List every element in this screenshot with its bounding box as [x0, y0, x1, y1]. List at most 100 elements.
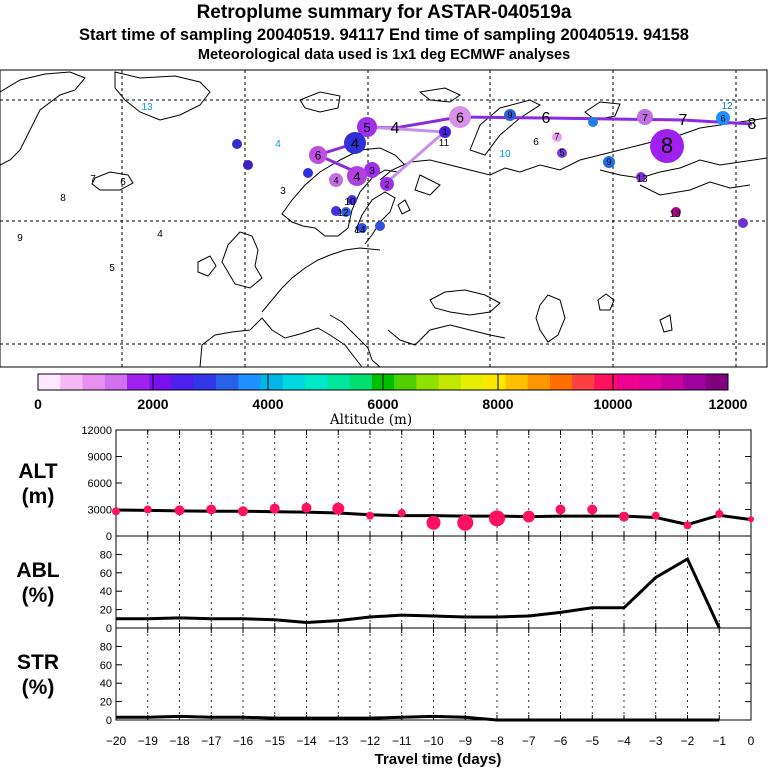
- altitude-marker: [715, 509, 724, 518]
- cluster-circle: [650, 129, 684, 163]
- colorbar-swatch: [438, 374, 462, 390]
- colorbar-swatch: [505, 374, 529, 390]
- meteo-source: Meteorological data used is 1x1 deg ECMW…: [197, 47, 571, 63]
- age-label: 13: [669, 209, 681, 220]
- y-tick-label: 12000: [81, 425, 112, 437]
- age-label: 3: [280, 186, 286, 197]
- colorbar-swatch: [327, 374, 351, 390]
- cluster-circle: [716, 111, 730, 125]
- x-tick-label: −6: [554, 734, 568, 748]
- colorbar-swatch: [127, 374, 150, 390]
- age-label: 5: [109, 263, 115, 274]
- altitude-marker: [174, 505, 185, 516]
- altitude-marker: [143, 505, 152, 514]
- cluster-circle: [329, 173, 343, 187]
- y-tick-label: 3000: [88, 505, 112, 517]
- series-line-STR: [116, 714, 720, 722]
- age-label: 9: [17, 233, 23, 244]
- cluster-dot: [738, 218, 748, 228]
- chart-title: Retroplume summary for ASTAR-040519a: [196, 2, 572, 23]
- colorbar-swatch: [394, 374, 417, 390]
- altitude-marker: [489, 510, 505, 527]
- altitude-marker: [748, 516, 754, 523]
- cluster-dot: [331, 206, 341, 216]
- series-line-ABL: [116, 556, 721, 629]
- x-tick-label: −10: [423, 734, 444, 748]
- x-tick-label: −7: [522, 734, 536, 748]
- chart-ABL: 0 20 40 60 80 ABL(%): [16, 535, 752, 635]
- colorbar-swatch: [705, 374, 729, 390]
- colorbar-tick-label: 8000: [482, 396, 513, 412]
- cluster-label: 4: [333, 176, 338, 186]
- y-tick-label: 60: [100, 568, 112, 580]
- x-tick-label: −16: [233, 734, 254, 748]
- y-tick-label: 80: [100, 641, 112, 653]
- colorbar-swatch: [216, 374, 239, 390]
- colorbar-swatch: [60, 374, 84, 390]
- age-label: 13: [141, 102, 153, 113]
- altitude-marker: [269, 503, 280, 514]
- colorbar-swatch: [305, 374, 328, 390]
- route-label: 7: [679, 112, 688, 129]
- altitude-marker: [301, 502, 312, 513]
- x-tick-label: −1: [712, 734, 726, 748]
- cluster-dot: [357, 223, 367, 233]
- colorbar-tick-label: 4000: [252, 396, 283, 412]
- route-label: 4: [391, 120, 400, 137]
- colorbar-swatch: [483, 374, 506, 390]
- cluster-dot: [341, 207, 351, 217]
- colorbar-swatch: [594, 374, 618, 390]
- age-label: 6: [120, 177, 126, 188]
- altitude-marker: [238, 506, 248, 517]
- colorbar-label: Altitude (m): [329, 412, 412, 428]
- colorbar-swatch: [616, 374, 640, 390]
- y-tick-label: 40: [100, 586, 112, 598]
- y-tick-label: 80: [100, 549, 112, 561]
- y-tick-label: 0: [106, 531, 112, 543]
- colorbar-tick-label: 2000: [137, 396, 168, 412]
- cluster-dot: [636, 172, 646, 182]
- cluster-circle: [309, 146, 327, 164]
- cluster-circle: [449, 106, 471, 128]
- cluster-dot: [232, 139, 242, 149]
- colorbar-swatch: [549, 374, 573, 390]
- x-tick-label: −14: [296, 734, 317, 748]
- altitude-marker: [555, 504, 566, 515]
- x-tick-label: −2: [681, 734, 695, 748]
- sampling-times: Start time of sampling 20040519. 94117 E…: [79, 26, 689, 44]
- altitude-marker: [522, 510, 535, 523]
- route-label: 6: [542, 110, 551, 127]
- cluster-dot: [375, 221, 385, 231]
- age-label: 6: [533, 137, 539, 148]
- colorbar-swatch: [661, 374, 684, 390]
- y-tick-label: 6000: [88, 478, 112, 490]
- altitude-marker: [332, 502, 345, 515]
- cluster-label: 3: [369, 166, 375, 177]
- colorbar-swatch: [460, 374, 484, 390]
- colorbar-swatch: [416, 374, 440, 390]
- cluster-circle: [357, 117, 377, 137]
- x-tick-label: −8: [490, 734, 504, 748]
- colorbar-swatch: [238, 374, 262, 390]
- age-label: 4: [157, 229, 163, 240]
- cluster-dot: [671, 207, 681, 217]
- cluster-label: 6: [456, 111, 464, 127]
- age-label: 8: [60, 193, 66, 204]
- altitude-marker: [457, 514, 474, 531]
- age-label: 11: [439, 138, 450, 149]
- y-tick-label: 60: [100, 660, 112, 672]
- y-axis-label: ABL: [16, 559, 59, 582]
- x-tick-label: 0: [748, 734, 755, 748]
- x-tick-label: −12: [360, 734, 381, 748]
- y-tick-label: 20: [100, 697, 112, 709]
- colorbar-swatch: [683, 374, 707, 390]
- cluster-circle: [603, 156, 615, 168]
- age-label: 10: [344, 197, 356, 208]
- route-line-south: [366, 125, 449, 186]
- x-tick-label: −4: [617, 734, 631, 748]
- cluster-circle: [439, 126, 451, 138]
- x-tick-label: −20: [106, 734, 127, 748]
- age-label: 7: [90, 174, 96, 185]
